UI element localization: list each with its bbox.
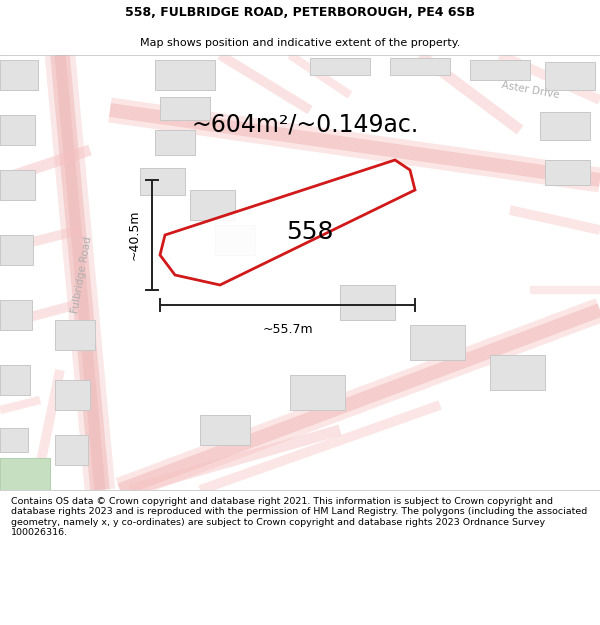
Text: Map shows position and indicative extent of the property.: Map shows position and indicative extent… bbox=[140, 38, 460, 48]
Polygon shape bbox=[0, 235, 33, 265]
Polygon shape bbox=[0, 170, 35, 200]
Polygon shape bbox=[0, 458, 50, 490]
Polygon shape bbox=[545, 62, 595, 90]
Polygon shape bbox=[140, 168, 185, 195]
Text: ~55.7m: ~55.7m bbox=[262, 323, 313, 336]
Text: 558: 558 bbox=[286, 220, 334, 244]
Text: Aster Drive: Aster Drive bbox=[500, 80, 560, 100]
Polygon shape bbox=[215, 225, 255, 255]
Text: ~40.5m: ~40.5m bbox=[128, 210, 140, 260]
Polygon shape bbox=[160, 160, 415, 285]
Text: Fulbridge Road: Fulbridge Road bbox=[70, 236, 94, 314]
Polygon shape bbox=[190, 190, 235, 220]
Polygon shape bbox=[0, 428, 28, 452]
Text: ~604m²/~0.149ac.: ~604m²/~0.149ac. bbox=[191, 113, 419, 137]
Polygon shape bbox=[200, 415, 250, 445]
Polygon shape bbox=[55, 380, 90, 410]
Polygon shape bbox=[160, 97, 210, 120]
Polygon shape bbox=[155, 130, 195, 155]
Polygon shape bbox=[410, 325, 465, 360]
Polygon shape bbox=[340, 285, 395, 320]
Text: 558, FULBRIDGE ROAD, PETERBOROUGH, PE4 6SB: 558, FULBRIDGE ROAD, PETERBOROUGH, PE4 6… bbox=[125, 6, 475, 19]
Polygon shape bbox=[0, 300, 32, 330]
Polygon shape bbox=[545, 160, 590, 185]
Polygon shape bbox=[290, 375, 345, 410]
Polygon shape bbox=[55, 320, 95, 350]
Polygon shape bbox=[55, 435, 88, 465]
Polygon shape bbox=[310, 58, 370, 75]
Polygon shape bbox=[390, 58, 450, 75]
Polygon shape bbox=[540, 112, 590, 140]
Polygon shape bbox=[0, 60, 38, 90]
Polygon shape bbox=[470, 60, 530, 80]
Polygon shape bbox=[490, 355, 545, 390]
Polygon shape bbox=[0, 365, 30, 395]
Text: Contains OS data © Crown copyright and database right 2021. This information is : Contains OS data © Crown copyright and d… bbox=[11, 497, 587, 537]
Polygon shape bbox=[155, 60, 215, 90]
Polygon shape bbox=[0, 115, 35, 145]
